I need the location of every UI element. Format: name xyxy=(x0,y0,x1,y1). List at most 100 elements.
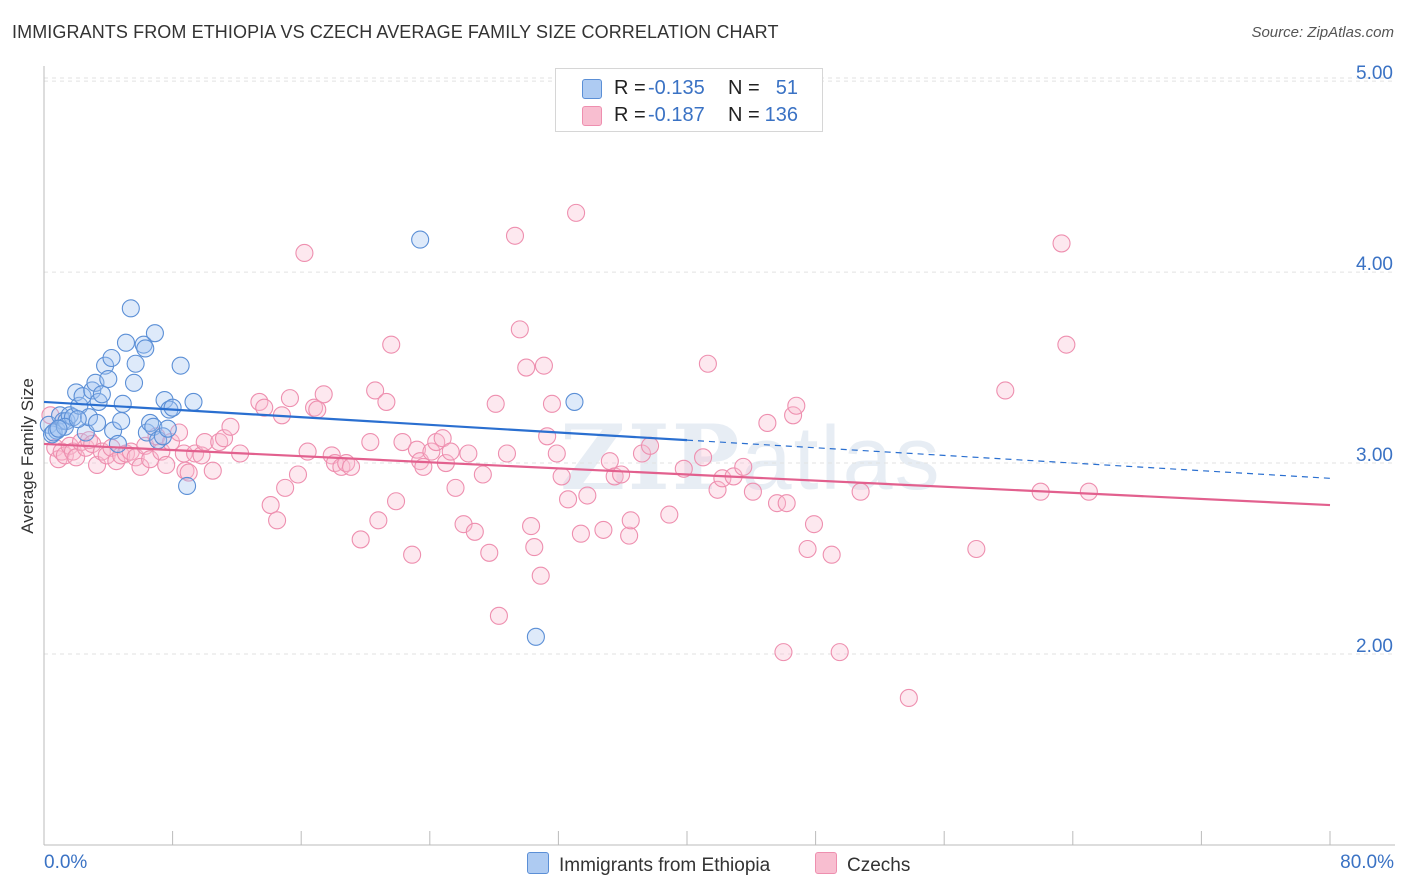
point-czechs xyxy=(798,539,817,559)
point-czechs xyxy=(152,442,171,461)
point-czechs xyxy=(1079,482,1098,501)
x-axis-max-label: 80.0% xyxy=(1340,852,1394,873)
point-czechs xyxy=(822,545,841,564)
n-value: 136 xyxy=(764,104,798,126)
point-ethiopia xyxy=(158,419,177,438)
r-value: -0.135 xyxy=(648,77,705,99)
legend-swatch-ethiopia xyxy=(527,852,549,874)
point-czechs xyxy=(510,320,529,339)
chart-title: IMMIGRANTS FROM ETHIOPIA VS CZECH AVERAG… xyxy=(12,22,779,42)
point-czechs xyxy=(612,465,631,484)
point-czechs xyxy=(600,452,619,471)
y-tick-label: 4.00 xyxy=(1356,254,1393,275)
point-czechs xyxy=(621,511,640,530)
n-label: N = xyxy=(728,104,760,126)
point-ethiopia xyxy=(87,413,107,432)
point-czechs xyxy=(851,482,870,501)
point-czechs xyxy=(777,494,796,513)
y-tick-label: 2.00 xyxy=(1356,636,1393,657)
point-czechs xyxy=(486,394,505,413)
point-czechs xyxy=(403,545,422,564)
correlation-stats-box: R = -0.135 N = 51 R = -0.187 N = 136 xyxy=(555,68,823,132)
point-ethiopia xyxy=(171,356,190,375)
point-czechs xyxy=(157,455,176,475)
point-czechs xyxy=(594,520,613,539)
point-czechs xyxy=(787,396,806,415)
n-value: 51 xyxy=(775,77,798,99)
point-czechs xyxy=(674,459,693,478)
point-czechs xyxy=(407,440,426,459)
point-czechs xyxy=(382,335,401,354)
point-czechs xyxy=(804,515,824,534)
point-czechs xyxy=(314,385,333,404)
point-ethiopia xyxy=(411,230,430,249)
point-czechs xyxy=(1057,335,1076,354)
point-ethiopia xyxy=(184,392,203,411)
point-czechs xyxy=(708,480,727,499)
point-czechs xyxy=(480,543,499,562)
source-credit: Source: ZipAtlas.com xyxy=(1251,24,1394,41)
trend-line-ethiopia-extrapolated xyxy=(686,439,1331,479)
point-czechs xyxy=(377,392,396,411)
point-ethiopia xyxy=(92,385,111,404)
point-czechs xyxy=(433,429,452,448)
point-czechs xyxy=(83,434,102,454)
trend-lines xyxy=(43,400,1331,507)
point-czechs xyxy=(660,505,679,524)
point-ethiopia xyxy=(96,356,115,375)
point-czechs xyxy=(179,463,198,482)
watermark-light: atlas xyxy=(741,409,942,509)
point-czechs xyxy=(459,444,478,463)
point-czechs xyxy=(276,478,295,497)
point-czechs xyxy=(422,442,441,461)
legend-item-ethiopia: Immigrants from Ethiopia xyxy=(527,852,770,877)
point-czechs xyxy=(255,398,274,417)
legend-item-czechs: Czechs xyxy=(815,852,910,877)
point-czechs xyxy=(534,356,553,375)
stats-swatch-ethiopia xyxy=(582,79,602,99)
point-czechs xyxy=(305,398,324,417)
point-ethiopia xyxy=(136,339,155,358)
point-czechs xyxy=(221,417,240,436)
point-ethiopia xyxy=(112,411,131,431)
point-czechs xyxy=(308,400,327,419)
point-czechs xyxy=(341,457,361,476)
point-czechs xyxy=(567,203,586,222)
point-ethiopia xyxy=(113,394,132,413)
y-axis-label: Average Family Size xyxy=(18,378,37,534)
point-czechs xyxy=(465,522,484,541)
grid-lines xyxy=(44,77,1395,655)
point-ethiopia xyxy=(163,398,182,417)
y-tick-label: 3.00 xyxy=(1356,445,1393,466)
point-czechs xyxy=(552,467,571,486)
point-czechs xyxy=(734,457,753,476)
point-czechs xyxy=(261,496,280,515)
trend-line-czechs xyxy=(43,442,1331,507)
point-ethiopia xyxy=(49,419,68,438)
point-czechs xyxy=(441,442,460,461)
point-czechs xyxy=(489,606,508,625)
point-czechs xyxy=(531,566,550,585)
r-label: R = xyxy=(614,77,646,99)
point-czechs xyxy=(131,457,150,476)
point-czechs xyxy=(578,486,597,505)
x-axis-min-label: 0.0% xyxy=(44,852,88,873)
trend-line-ethiopia xyxy=(43,400,688,442)
point-czechs xyxy=(446,478,465,497)
point-ethiopia xyxy=(144,417,163,436)
point-czechs xyxy=(203,461,222,480)
point-czechs xyxy=(351,530,370,549)
data-points xyxy=(39,203,1098,707)
legend-swatch-czechs xyxy=(815,852,837,874)
point-czechs xyxy=(268,511,287,530)
point-czechs xyxy=(361,432,380,452)
point-ethiopia xyxy=(116,333,136,352)
point-czechs xyxy=(525,538,544,557)
point-czechs xyxy=(366,381,385,400)
point-czechs xyxy=(288,465,308,484)
point-czechs xyxy=(698,354,717,373)
point-czechs xyxy=(505,226,525,245)
point-czechs xyxy=(713,469,732,488)
point-czechs xyxy=(214,429,234,448)
